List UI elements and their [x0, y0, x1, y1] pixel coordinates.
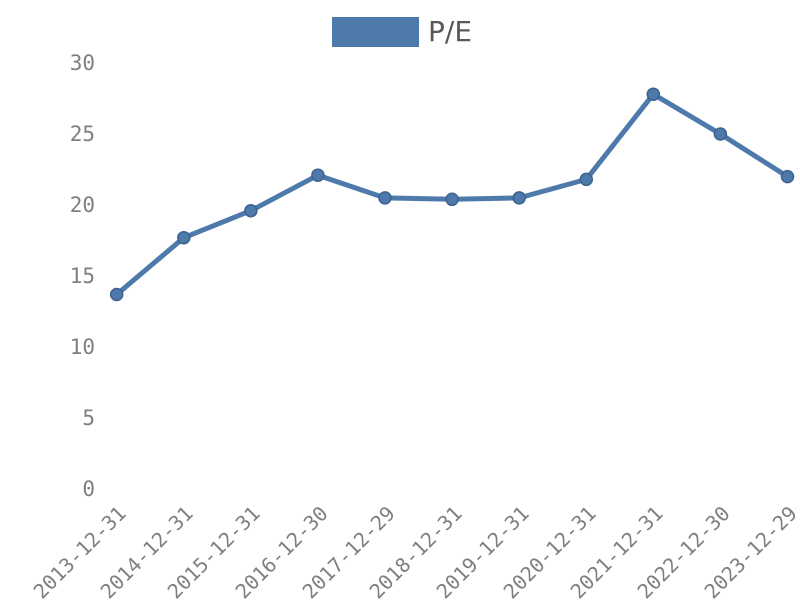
legend-swatch-icon — [332, 17, 419, 47]
data-point-marker[interactable] — [311, 168, 325, 182]
legend-item-pe[interactable]: P/E — [332, 17, 472, 47]
y-tick-label: 20 — [69, 193, 95, 217]
data-point-marker[interactable] — [109, 287, 124, 302]
data-point-marker[interactable] — [579, 172, 594, 187]
data-point-marker[interactable] — [378, 191, 392, 205]
data-point-marker[interactable] — [713, 127, 728, 141]
y-tick-label: 30 — [69, 51, 95, 75]
y-tick-label: 5 — [82, 406, 95, 430]
y-tick-label: 10 — [69, 335, 95, 359]
data-point-marker[interactable] — [445, 192, 459, 207]
data-point-marker[interactable] — [780, 169, 795, 184]
y-tick-label: 0 — [82, 477, 95, 501]
data-point-marker[interactable] — [177, 230, 191, 245]
data-point-marker[interactable] — [512, 191, 526, 205]
legend-label: P/E — [428, 15, 473, 48]
y-tick-label: 25 — [69, 122, 95, 146]
data-point-marker[interactable] — [646, 87, 661, 101]
data-point-marker[interactable] — [244, 203, 258, 218]
y-tick-label: 15 — [69, 264, 95, 288]
